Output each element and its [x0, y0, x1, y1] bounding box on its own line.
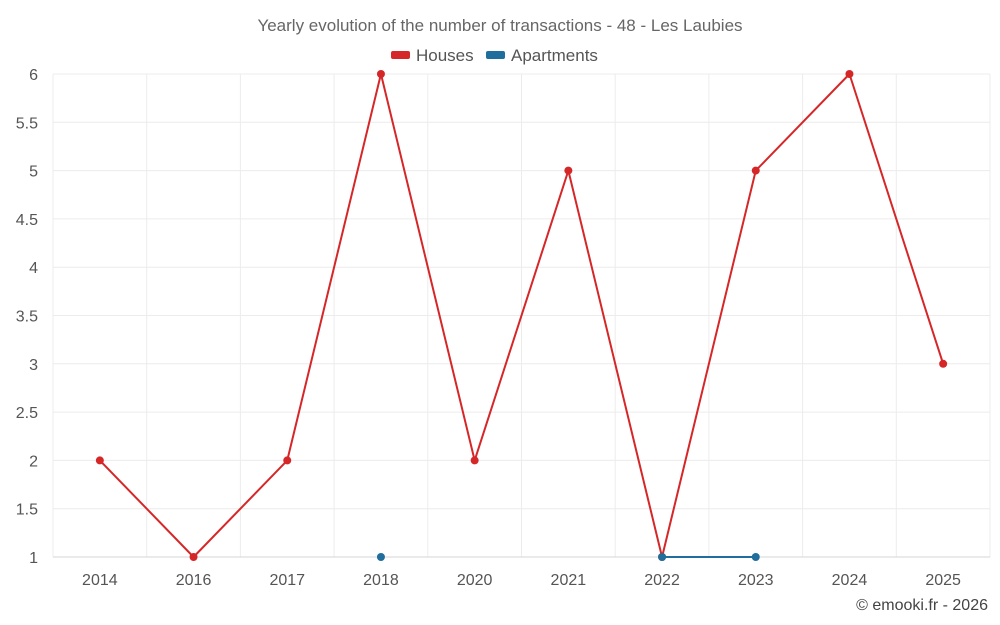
y-tick-label: 3.5 — [16, 309, 38, 326]
x-tick-label: 2017 — [269, 572, 305, 589]
legend: Houses Apartments — [391, 46, 598, 65]
chart-title: Yearly evolution of the number of transa… — [257, 16, 742, 35]
data-point-houses[interactable] — [96, 456, 104, 464]
y-tick-label: 1 — [29, 550, 38, 567]
y-tick-label: 4 — [29, 260, 38, 277]
x-tick-label: 2016 — [176, 572, 212, 589]
y-tick-label: 3 — [29, 357, 38, 374]
x-tick-label: 2014 — [82, 572, 118, 589]
x-tick-label: 2025 — [925, 572, 961, 589]
legend-label-apartments: Apartments — [511, 46, 598, 65]
y-tick-label: 5.5 — [16, 115, 38, 132]
legend-item-apartments[interactable]: Apartments — [486, 46, 598, 65]
y-tick-label: 2 — [29, 453, 38, 470]
data-point-houses[interactable] — [283, 456, 291, 464]
data-point-houses[interactable] — [190, 553, 198, 561]
x-tick-label: 2018 — [363, 572, 399, 589]
y-axis: 1 1.5 2 2.5 3 3.5 4 4.5 5 5.5 6 — [16, 67, 38, 567]
x-tick-label: 2024 — [832, 572, 868, 589]
y-tick-label: 1.5 — [16, 502, 38, 519]
data-point-apartments[interactable] — [752, 553, 760, 561]
y-tick-label: 4.5 — [16, 212, 38, 229]
legend-swatch-apartments — [486, 51, 505, 59]
credit-text: © emooki.fr - 2026 — [856, 597, 988, 614]
x-tick-label: 2022 — [644, 572, 680, 589]
data-point-apartments[interactable] — [377, 553, 385, 561]
data-point-houses[interactable] — [564, 167, 572, 175]
data-point-houses[interactable] — [471, 456, 479, 464]
y-tick-label: 2.5 — [16, 405, 38, 422]
y-tick-label: 5 — [29, 164, 38, 181]
data-point-apartments[interactable] — [658, 553, 666, 561]
data-point-houses[interactable] — [377, 70, 385, 78]
data-point-houses[interactable] — [939, 360, 947, 368]
y-tick-label: 6 — [29, 67, 38, 84]
x-tick-label: 2020 — [457, 572, 493, 589]
x-tick-label: 2023 — [738, 572, 774, 589]
x-axis: 2014 2016 2017 2018 2020 2021 2022 2023 2024 2025 — [53, 557, 990, 589]
data-point-houses[interactable] — [845, 70, 853, 78]
x-tick-label: 2021 — [551, 572, 587, 589]
data-point-houses[interactable] — [752, 167, 760, 175]
legend-swatch-houses — [391, 51, 410, 59]
legend-label-houses: Houses — [416, 46, 474, 65]
legend-item-houses[interactable]: Houses — [391, 46, 474, 65]
